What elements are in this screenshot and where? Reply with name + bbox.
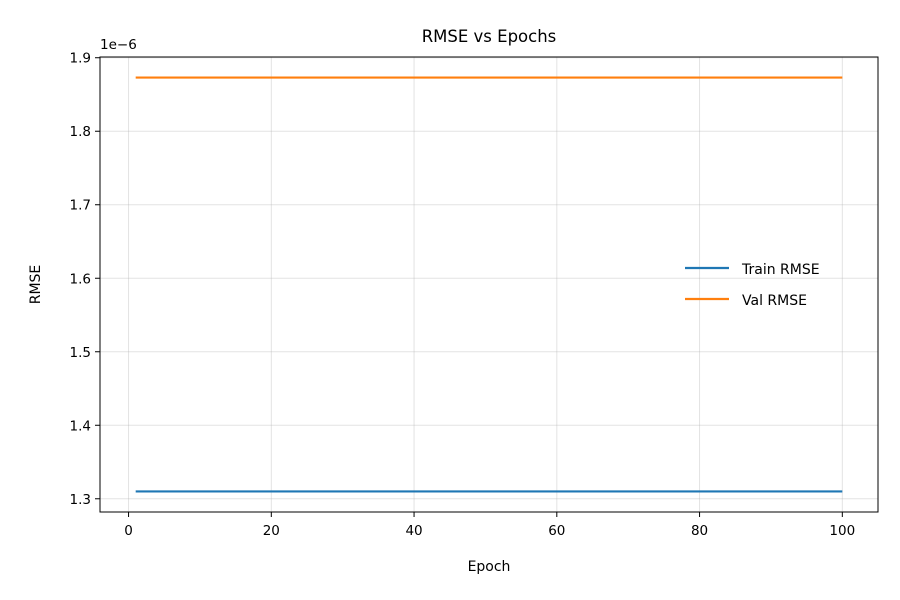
legend-label: Train RMSE [741,262,820,278]
series-lines [135,76,843,493]
y-axis-offset-label: 1e−6 [100,37,137,53]
chart-title: RMSE vs Epochs [422,27,557,46]
legend: Train RMSE Val RMSE [685,262,820,309]
x-axis-label: Epoch [468,559,511,575]
y-tick-label: 1.4 [70,418,91,434]
legend-label: Val RMSE [742,293,807,309]
x-tick-label: 80 [691,523,708,539]
y-tick-label: 1.6 [70,271,91,287]
y-axis-label: RMSE [28,265,44,305]
x-tick-label: 60 [548,523,565,539]
grid [100,57,878,512]
y-tick-label: 1.5 [70,345,91,361]
x-tick-label: 20 [263,523,280,539]
plot-frame [99,56,879,513]
y-tick-label: 1.8 [70,124,91,140]
y-tick-label: 1.7 [70,198,91,214]
y-tick-label: 1.3 [70,492,91,508]
x-tick-label: 40 [405,523,422,539]
axis-ticks: 0 20 40 60 80 100 1.3 1.4 1.5 1.6 1.7 1.8 1.9 [70,51,856,539]
x-tick-label: 100 [829,523,855,539]
y-tick-label: 1.9 [70,51,91,67]
x-tick-label: 0 [124,523,133,539]
